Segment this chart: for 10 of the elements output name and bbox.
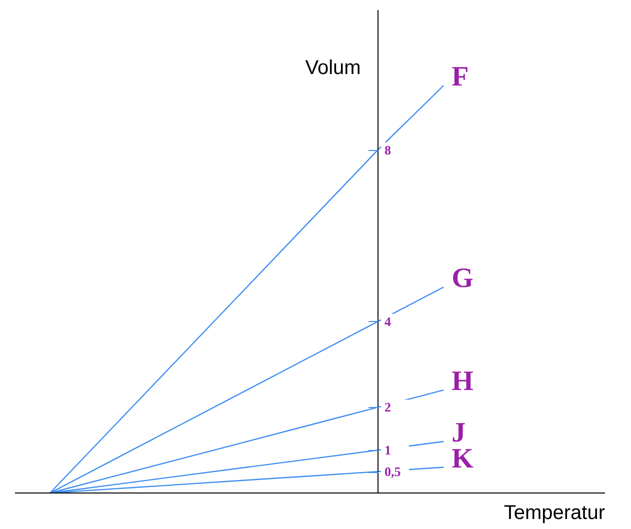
x-axis-title: Temperatur (504, 502, 606, 524)
y-axis-title: Volum (305, 57, 361, 79)
y-tick-label: 0,5 (384, 464, 402, 480)
y-tick-label: 4 (384, 314, 392, 329)
series-label: G (452, 263, 474, 294)
series-label: H (452, 366, 474, 398)
y-tick-label: 1 (384, 442, 391, 458)
y-tick-label: 8 (384, 142, 392, 158)
series-label: F (452, 61, 469, 92)
y-tick-label: 2 (384, 400, 391, 415)
